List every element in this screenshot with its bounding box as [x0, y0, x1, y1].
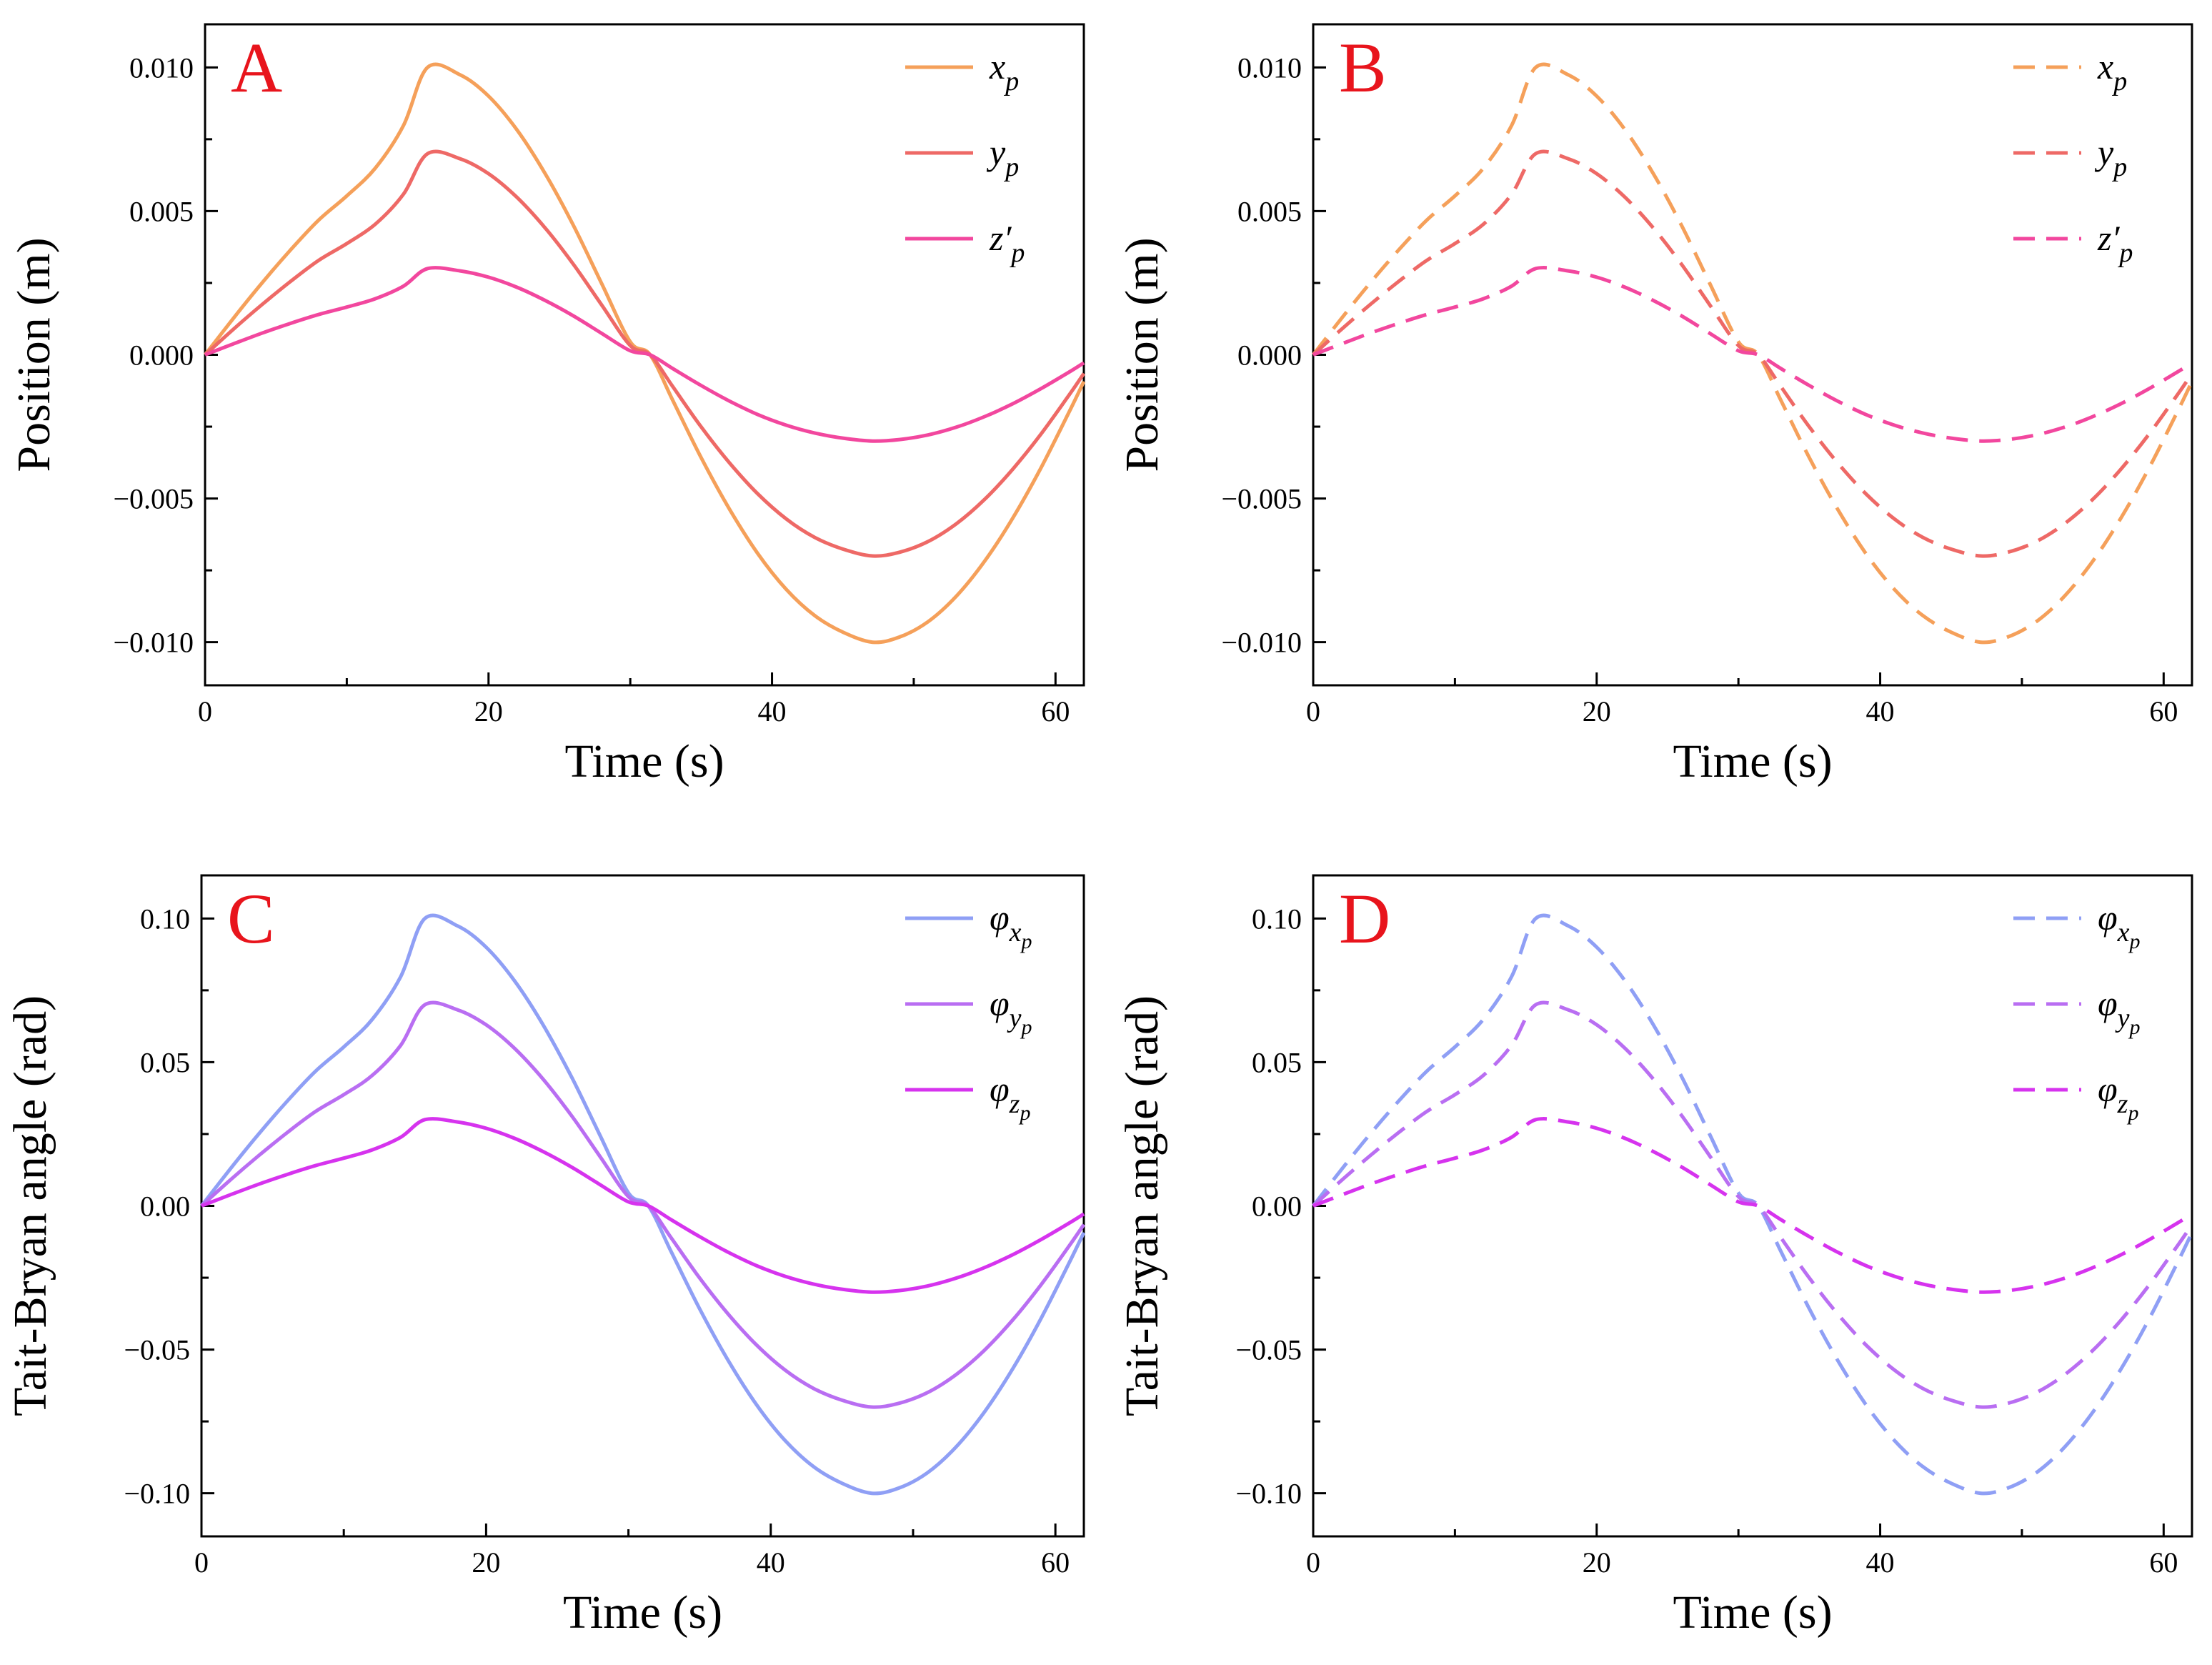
- y-tick-label: −0.005: [1221, 483, 1302, 515]
- panel-b: 0 20 40 60 0.010 0.005 0.000 −0.005 −0.010 Time (…: [1116, 23, 2194, 787]
- y-tick-label: −0.05: [124, 1334, 190, 1366]
- y-axis-label: Tait-Bryan angle (rad): [4, 995, 56, 1416]
- x-tick-label: 20: [474, 695, 503, 727]
- x-tick-label: 60: [1041, 1546, 1070, 1579]
- x-axis-label: Time (s): [1673, 1586, 1832, 1639]
- x-axis-label: Time (s): [564, 735, 724, 787]
- panel-letter: B: [1339, 28, 1387, 107]
- panel-a: 0 20 40 60 0.010 0.005 0.000 −0.005 −0.010 Time (…: [8, 23, 1086, 787]
- y-axis-label: Position (m): [8, 237, 60, 472]
- x-tick-label: 60: [2149, 695, 2178, 727]
- legend-label: z′p: [2097, 218, 2133, 268]
- y-tick-label: 0.00: [1252, 1191, 1302, 1223]
- y-tick-label: 0.000: [1237, 339, 1302, 372]
- legend-label: φxp: [2098, 898, 2141, 953]
- x-tick-label: 40: [758, 695, 787, 727]
- x-tick-label: 0: [194, 1546, 209, 1579]
- y-tick-label: −0.010: [1221, 627, 1302, 659]
- legend-label: yp: [986, 132, 1019, 182]
- y-tick-label: 0.00: [140, 1191, 190, 1223]
- y-tick-label: −0.010: [113, 627, 194, 659]
- series-line-z-p: [204, 266, 1085, 443]
- x-tick-label: 60: [1041, 695, 1070, 727]
- y-tick-label: 0.005: [129, 195, 194, 227]
- y-tick-label: 0.000: [129, 339, 194, 372]
- legend-label: yp: [2094, 132, 2127, 182]
- x-tick-label: 60: [2149, 1546, 2178, 1579]
- legend-label: φyp: [2098, 983, 2141, 1039]
- x-axis-label: Time (s): [1673, 735, 1832, 787]
- panel-letter: C: [227, 879, 275, 958]
- y-tick-label: 0.05: [140, 1046, 190, 1078]
- panel-d: 0 20 40 60 0.10 0.05 0.00 −0.05 −0.10 Time (s) Tai…: [1116, 874, 2194, 1639]
- series-line-phi-yp: [1312, 1000, 2194, 1409]
- y-tick-label: 0.010: [1237, 51, 1302, 84]
- legend-label: φzp: [2098, 1069, 2138, 1125]
- panel-c: 0 20 40 60 0.10 0.05 0.00 −0.05 −0.10 Time (s) Tai…: [4, 874, 1086, 1639]
- legend-label: xp: [2097, 46, 2127, 96]
- y-tick-label: 0.10: [140, 903, 190, 935]
- y-tick-label: 0.010: [129, 51, 194, 84]
- series-line-phi-zp: [1312, 1117, 2193, 1294]
- x-tick-label: 40: [1866, 695, 1895, 727]
- legend-label: z′p: [989, 218, 1025, 268]
- y-tick-label: −0.10: [124, 1478, 190, 1510]
- y-axis-label: Position (m): [1116, 237, 1168, 472]
- x-tick-label: 20: [1583, 695, 1611, 727]
- y-tick-label: 0.005: [1237, 195, 1302, 227]
- legend-label: φxp: [990, 898, 1032, 953]
- x-tick-label: 20: [1583, 1546, 1611, 1579]
- x-tick-label: 20: [472, 1546, 500, 1579]
- x-tick-label: 40: [1866, 1546, 1895, 1579]
- x-tick-label: 0: [1306, 695, 1320, 727]
- legend-label: φzp: [990, 1069, 1030, 1125]
- y-axis-label: Tait-Bryan angle (rad): [1116, 995, 1168, 1416]
- series-line-phi-xp: [1312, 913, 2194, 1496]
- x-tick-label: 0: [198, 695, 212, 727]
- y-tick-label: 0.05: [1252, 1046, 1302, 1078]
- legend-label: φyp: [990, 983, 1032, 1039]
- legend-label: xp: [989, 46, 1019, 96]
- y-tick-label: −0.10: [1235, 1478, 1302, 1510]
- series-line-y-p: [1312, 149, 2194, 558]
- x-axis-label: Time (s): [563, 1586, 722, 1639]
- y-tick-label: 0.10: [1252, 903, 1302, 935]
- series-line-x-p: [1312, 62, 2194, 645]
- x-tick-label: 0: [1306, 1546, 1320, 1579]
- series-line-z-p: [1312, 266, 2193, 443]
- series-line-phi-zp: [201, 1117, 1085, 1294]
- y-tick-label: −0.05: [1235, 1334, 1302, 1366]
- panel-letter: D: [1339, 879, 1390, 958]
- panel-letter: A: [231, 28, 282, 107]
- y-tick-label: −0.005: [113, 483, 194, 515]
- x-tick-label: 40: [757, 1546, 785, 1579]
